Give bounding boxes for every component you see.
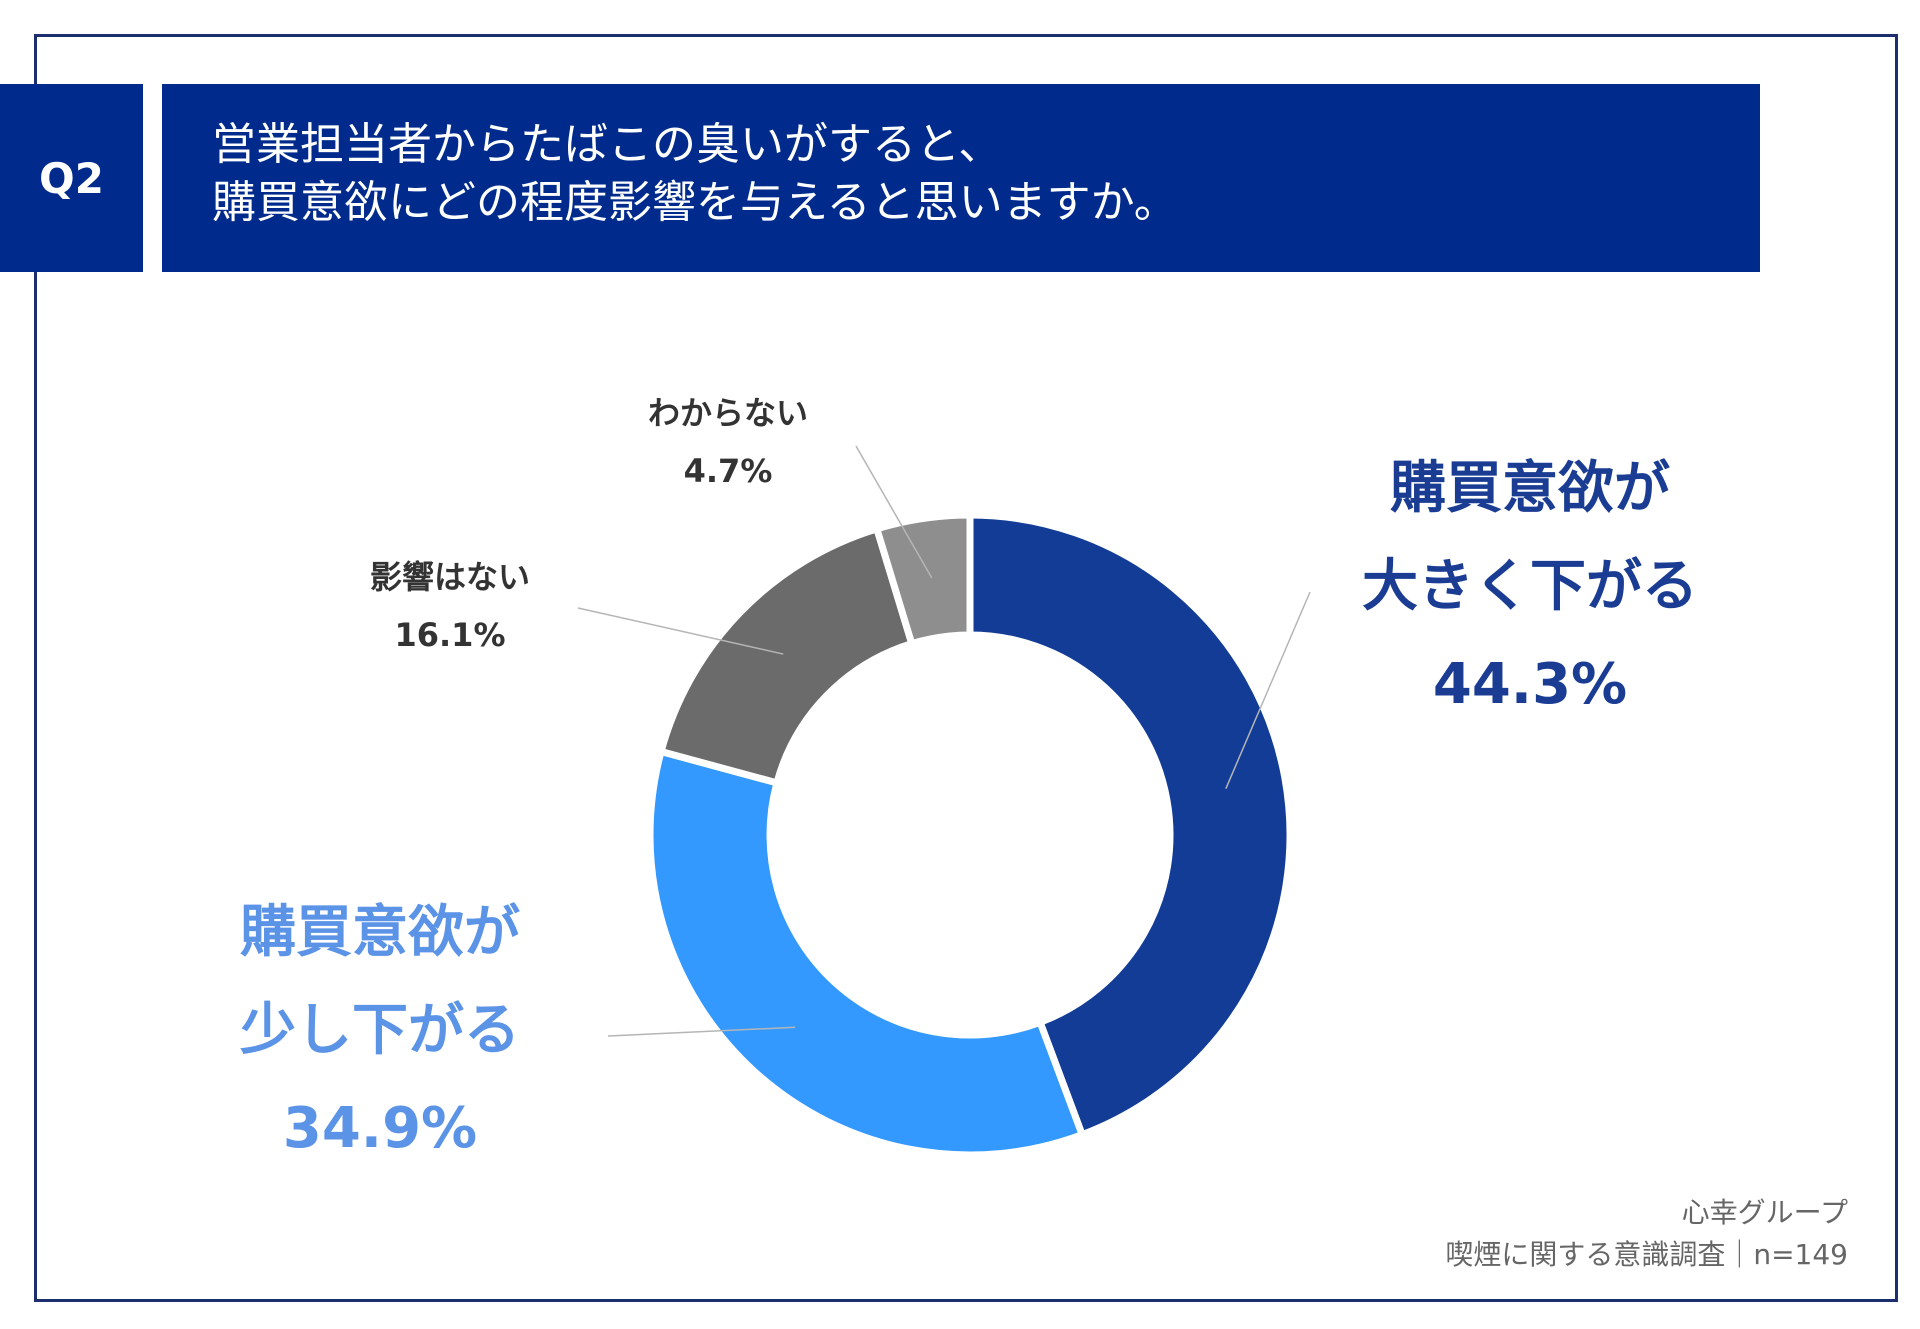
slice-label-large-decrease: 購買意欲が 大きく下がる 44.3%	[1330, 440, 1730, 734]
slice-label-no-effect-line-1: 影響はない	[369, 558, 530, 596]
source-organization: 心幸グループ	[1681, 1196, 1848, 1229]
question-line-2: 購買意欲にどの程度影響を与えると思いますか。	[212, 177, 1178, 228]
question-title: 営業担当者からたばこの臭いがすると、 購買意欲にどの程度影響を与えると思いますか…	[162, 84, 1760, 272]
source-note: 心幸グループ 喫煙に関する意識調査｜n=149	[1445, 1192, 1848, 1276]
leader-lines	[577, 445, 1311, 1037]
slice-label-small-decrease-line-2: 少し下がる	[240, 998, 520, 1063]
donut-slice-large-decrease	[966, 511, 1294, 1140]
donut-slice-small-decrease	[646, 747, 1087, 1159]
leader-line-small-decrease	[607, 1026, 796, 1037]
source-survey: 喫煙に関する意識調査｜n=149	[1445, 1238, 1848, 1271]
leader-line-dont-know	[855, 445, 933, 579]
donut-slice-no-effect	[656, 524, 917, 788]
slice-value-small-decrease: 34.9%	[282, 1096, 478, 1161]
donut-slices	[646, 511, 1294, 1159]
slice-label-large-decrease-line-1: 購買意欲が	[1390, 456, 1670, 521]
slice-value-no-effect: 16.1%	[394, 616, 506, 654]
slice-value-dont-know: 4.7%	[683, 452, 773, 490]
leader-line-large-decrease	[1225, 591, 1311, 789]
slice-label-large-decrease-line-2: 大きく下がる	[1362, 554, 1698, 619]
donut-slice-dont-know	[872, 511, 974, 649]
leader-line-no-effect	[577, 607, 784, 655]
slice-label-no-effect: 影響はない 16.1%	[330, 548, 570, 664]
slice-label-dont-know-line-1: わからない	[647, 394, 808, 432]
question-number-badge: Q2	[0, 84, 143, 272]
slice-value-large-decrease: 44.3%	[1432, 652, 1628, 717]
slice-label-small-decrease: 購買意欲が 少し下がる 34.9%	[200, 884, 560, 1178]
slice-label-dont-know: わからない 4.7%	[608, 384, 848, 500]
chart-frame	[34, 34, 1898, 1302]
question-line-1: 営業担当者からたばこの臭いがすると、	[212, 119, 1003, 170]
slice-label-small-decrease-line-1: 購買意欲が	[240, 900, 520, 965]
